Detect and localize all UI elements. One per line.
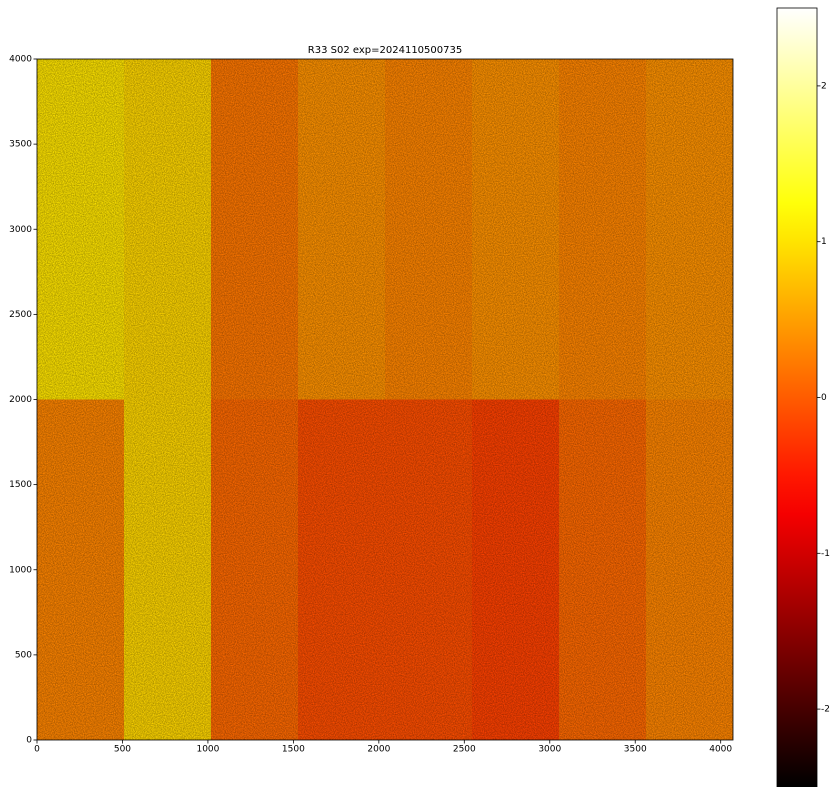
y-tick-label: 3000 — [9, 225, 32, 235]
x-tick-label: 3000 — [538, 745, 561, 755]
colorbar-tick-label: -2 — [821, 705, 830, 715]
x-tick-label: 4000 — [709, 745, 732, 755]
x-tick-label: 1000 — [196, 745, 219, 755]
x-tick-label: 1500 — [282, 745, 305, 755]
y-tick-label: 1500 — [9, 480, 32, 490]
colorbar-tick-label: 1 — [821, 237, 827, 247]
texture — [37, 59, 733, 740]
colorbar-tick-label: 2 — [821, 81, 827, 91]
colorbar-tick-label: -1 — [821, 549, 830, 559]
y-tick-label: 500 — [15, 650, 32, 660]
x-tick-label: 0 — [34, 745, 40, 755]
chart-title: R33 S02 exp=2024110500735 — [308, 45, 462, 56]
y-tick-label: 4000 — [9, 55, 32, 65]
y-tick-label: 2000 — [9, 395, 32, 405]
x-tick-label: 500 — [114, 745, 131, 755]
y-tick-label: 1000 — [9, 565, 32, 575]
y-tick-label: 3500 — [9, 140, 32, 150]
colorbar — [776, 7, 818, 787]
colorbar-tick-label: 0 — [821, 393, 827, 403]
x-tick-label: 3500 — [624, 745, 647, 755]
y-tick-label: 0 — [26, 736, 32, 746]
x-tick-label: 2500 — [453, 745, 476, 755]
y-tick-label: 2500 — [9, 310, 32, 320]
x-tick-label: 2000 — [367, 745, 390, 755]
